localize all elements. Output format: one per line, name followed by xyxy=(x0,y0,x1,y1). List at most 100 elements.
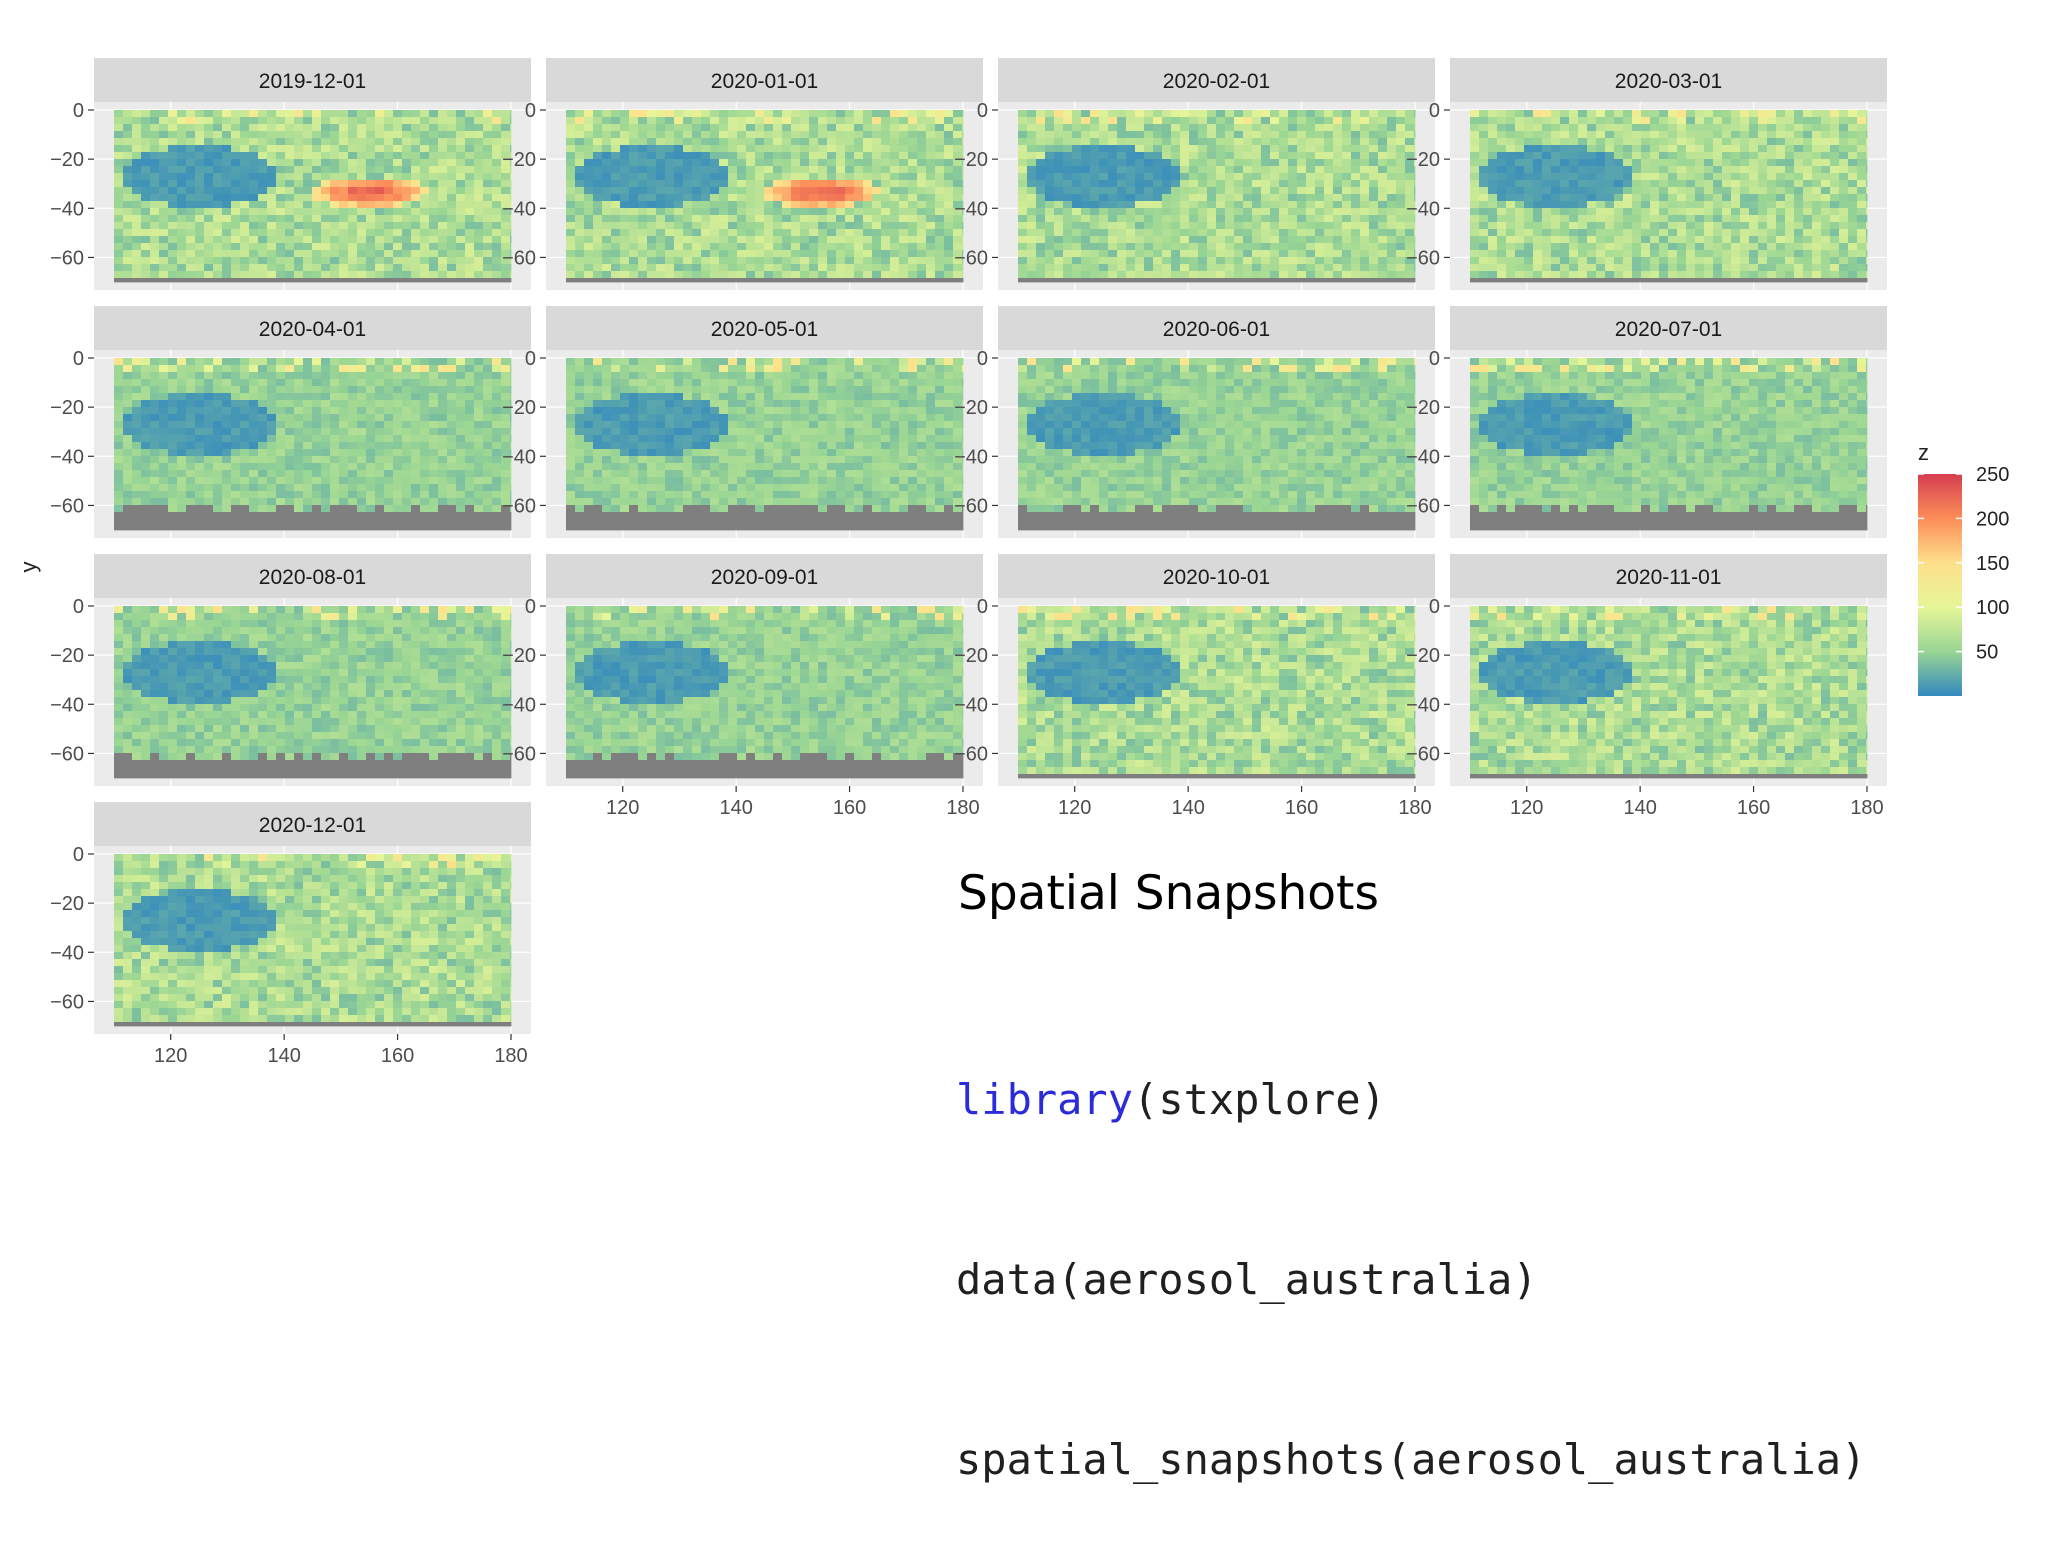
heatmap-cell xyxy=(501,365,510,372)
heatmap-cell xyxy=(330,208,339,215)
heatmap-cell xyxy=(836,264,845,271)
heatmap-cell xyxy=(1378,222,1387,229)
heatmap-cell xyxy=(213,379,222,386)
heatmap-cell xyxy=(1252,278,1261,282)
heatmap-cell xyxy=(483,365,492,372)
heatmap-cell xyxy=(809,145,818,152)
heatmap-cell xyxy=(1018,124,1027,131)
heatmap-cell xyxy=(1027,208,1036,215)
heatmap-cell xyxy=(177,138,186,145)
heatmap-cell xyxy=(159,201,168,208)
heatmap-cell xyxy=(1234,201,1243,208)
heatmap-cell xyxy=(683,124,692,131)
heatmap-cell xyxy=(1668,215,1677,222)
heatmap-cell xyxy=(447,166,456,173)
heatmap-cell xyxy=(602,166,611,173)
heatmap-cell xyxy=(1569,138,1578,145)
heatmap-cell xyxy=(294,372,303,379)
heatmap-cell xyxy=(483,372,492,379)
heatmap-cell xyxy=(1108,201,1117,208)
heatmap-cell xyxy=(366,243,375,250)
heatmap-cell xyxy=(674,243,683,250)
heatmap-cell xyxy=(465,194,474,201)
heatmap-cell xyxy=(1036,145,1045,152)
heatmap-cell xyxy=(483,393,492,400)
heatmap-cell xyxy=(1117,138,1126,145)
heatmap-cell xyxy=(782,124,791,131)
heatmap-cell xyxy=(429,400,438,407)
heatmap-cell xyxy=(1261,152,1270,159)
heatmap-cell xyxy=(728,236,737,243)
heatmap-cell xyxy=(593,166,602,173)
heatmap-cell xyxy=(710,138,719,145)
heatmap-cell xyxy=(1054,117,1063,124)
heatmap-cell xyxy=(1749,159,1758,166)
heatmap-cell xyxy=(791,215,800,222)
y-tick-label: −20 xyxy=(1406,149,1440,171)
heatmap-cell xyxy=(800,194,809,201)
heatmap-cell xyxy=(1063,236,1072,243)
heatmap-cell xyxy=(1063,159,1072,166)
heatmap-cell xyxy=(1306,215,1315,222)
heatmap-cell xyxy=(1216,194,1225,201)
heatmap-cell xyxy=(150,145,159,152)
heatmap-cell xyxy=(1794,222,1803,229)
heatmap-cell xyxy=(746,173,755,180)
heatmap-cell xyxy=(1243,208,1252,215)
heatmap-cell xyxy=(1108,215,1117,222)
heatmap-cell xyxy=(276,365,285,372)
heatmap-cell xyxy=(791,124,800,131)
heatmap-cell xyxy=(917,180,926,187)
heatmap-cell xyxy=(773,138,782,145)
heatmap-cell xyxy=(1578,243,1587,250)
heatmap-cell xyxy=(1072,152,1081,159)
heatmap-cell xyxy=(629,124,638,131)
heatmap-cell xyxy=(1045,159,1054,166)
heatmap-cell xyxy=(1731,159,1740,166)
heatmap-cell xyxy=(1650,257,1659,264)
heatmap-cell xyxy=(854,110,863,117)
heatmap-cell xyxy=(447,257,456,264)
heatmap-cell xyxy=(294,278,303,282)
heatmap-cell xyxy=(447,414,456,421)
heatmap-cell xyxy=(1704,257,1713,264)
heatmap-cell xyxy=(1659,117,1668,124)
heatmap-cell xyxy=(881,222,890,229)
heatmap-cell xyxy=(701,131,710,138)
heatmap-cell xyxy=(1830,257,1839,264)
heatmap-cell xyxy=(213,215,222,222)
heatmap-cell xyxy=(1785,110,1794,117)
heatmap-cell xyxy=(1396,124,1405,131)
heatmap-cell xyxy=(746,138,755,145)
heatmap-cell xyxy=(1605,229,1614,236)
heatmap-cell xyxy=(1405,271,1414,278)
heatmap-cell xyxy=(438,124,447,131)
heatmap-cell xyxy=(420,386,429,393)
heatmap-cell xyxy=(330,407,339,414)
heatmap-cell xyxy=(1135,124,1144,131)
heatmap-cell xyxy=(123,222,132,229)
heatmap-cell xyxy=(863,257,872,264)
heatmap-cell xyxy=(1587,124,1596,131)
heatmap-cell xyxy=(1153,264,1162,271)
heatmap-cell xyxy=(465,145,474,152)
heatmap-cell xyxy=(1225,187,1234,194)
heatmap-cell xyxy=(692,117,701,124)
heatmap-cell xyxy=(791,173,800,180)
heatmap-cell xyxy=(1351,187,1360,194)
heatmap-cell xyxy=(1515,278,1524,282)
heatmap-cell xyxy=(375,117,384,124)
heatmap-cell xyxy=(935,243,944,250)
heatmap-cell xyxy=(1387,180,1396,187)
heatmap-cell xyxy=(1405,229,1414,236)
heatmap-cell xyxy=(195,372,204,379)
heatmap-cell xyxy=(1396,201,1405,208)
heatmap-cell xyxy=(1396,229,1405,236)
heatmap-cell xyxy=(1695,138,1704,145)
heatmap-cell xyxy=(141,138,150,145)
heatmap-cell xyxy=(863,236,872,243)
heatmap-cell xyxy=(1731,250,1740,257)
heatmap-cell xyxy=(629,243,638,250)
heatmap-cell xyxy=(114,145,123,152)
heatmap-cell xyxy=(1821,131,1830,138)
